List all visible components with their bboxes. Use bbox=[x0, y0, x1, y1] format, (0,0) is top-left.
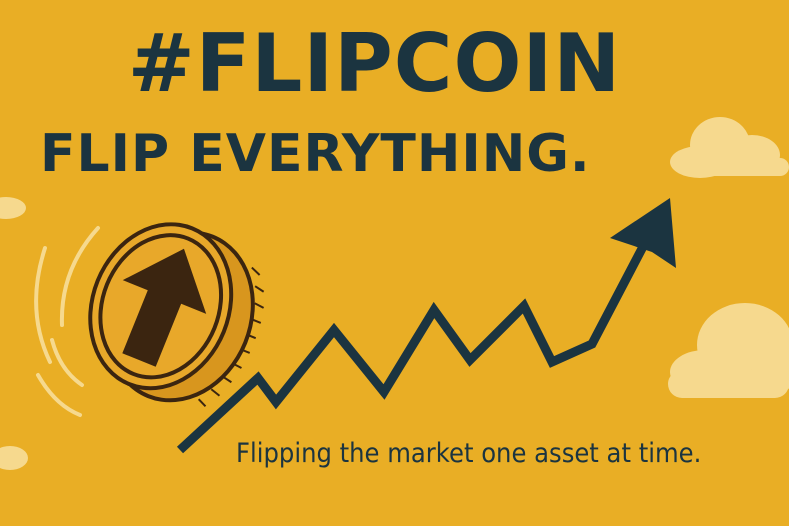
cloud-icon bbox=[0, 197, 26, 219]
motion-lines bbox=[34, 226, 100, 417]
poster-tagline: Flipping the market one asset at time. bbox=[236, 438, 702, 469]
cloud-icon bbox=[670, 117, 789, 178]
cloud-icon bbox=[668, 303, 789, 398]
poster-title: #FLIPCOIN bbox=[127, 17, 622, 110]
headline: #FLIPCOIN bbox=[0, 22, 789, 106]
cloud-icon bbox=[0, 446, 28, 470]
poster-subtitle: FLIP EVERYTHING. bbox=[40, 124, 591, 184]
up-arrow-icon bbox=[122, 248, 207, 367]
coin-icon bbox=[88, 222, 265, 408]
trend-arrow-icon bbox=[176, 198, 676, 454]
